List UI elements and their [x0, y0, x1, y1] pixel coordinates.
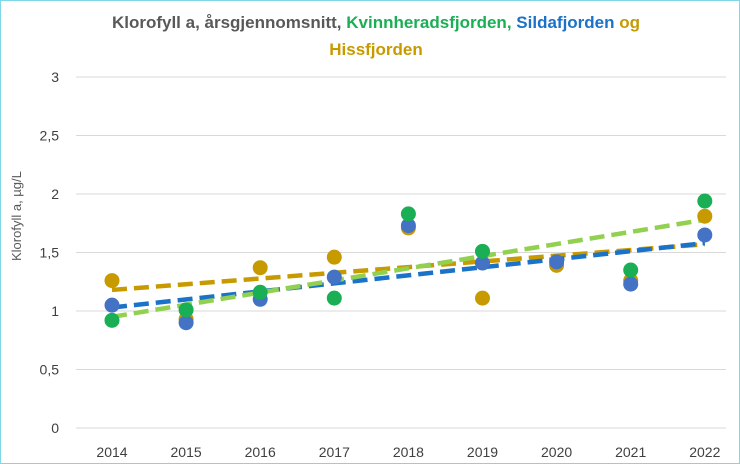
x-tick-label: 2015	[171, 444, 202, 460]
x-tick-label: 2019	[467, 444, 498, 460]
data-point-1	[549, 254, 565, 270]
data-point-2	[475, 243, 490, 259]
data-point-1	[178, 315, 194, 331]
data-point-2	[178, 302, 194, 318]
trendline-2	[111, 217, 706, 320]
data-point-1	[326, 269, 342, 285]
data-point-1	[475, 255, 490, 271]
data-point-1	[104, 297, 120, 313]
x-tick-label: 2022	[689, 444, 720, 460]
data-point-2	[252, 284, 268, 300]
data-point-0	[104, 273, 120, 289]
data-point-0	[475, 290, 490, 306]
x-tick-label: 2021	[615, 444, 646, 460]
data-point-0	[326, 249, 342, 265]
data-point-0	[252, 260, 268, 276]
x-tick-label: 2014	[96, 444, 127, 460]
y-tick-label: 0,5	[40, 362, 60, 378]
data-point-0	[697, 208, 713, 224]
data-point-2	[104, 312, 120, 328]
data-point-2	[326, 290, 342, 306]
y-tick-label: 1	[51, 303, 59, 319]
title-part-4: og	[619, 13, 641, 32]
x-tick-label: 2017	[319, 444, 350, 460]
x-tick-label: 2016	[245, 444, 276, 460]
y-tick-label: 3	[51, 69, 59, 85]
y-tick-label: 0	[51, 420, 59, 436]
y-tick-label: 2,5	[40, 128, 60, 144]
data-point-1	[623, 276, 639, 292]
data-point-2	[400, 206, 416, 222]
data-point-1	[400, 218, 416, 234]
title-part-5: Hissfjorden	[329, 40, 423, 59]
data-point-1	[697, 227, 713, 243]
y-tick-label: 2	[51, 186, 59, 202]
chart-title: Klorofyll a, årsgjennomsnitt, Kvinnherad…	[71, 9, 681, 63]
x-tick-label: 2018	[393, 444, 424, 460]
y-tick-label: 1,5	[40, 245, 60, 261]
title-part-3: Sildafjorden	[516, 13, 615, 32]
title-part-1: Klorofyll a, årsgjennomsnitt,	[111, 13, 342, 32]
x-tick-label: 2020	[541, 444, 572, 460]
title-part-2: Kvinnheradsfjorden,	[346, 13, 512, 32]
data-point-2	[623, 262, 639, 278]
data-point-2	[697, 193, 713, 209]
trendline-1	[111, 240, 706, 310]
